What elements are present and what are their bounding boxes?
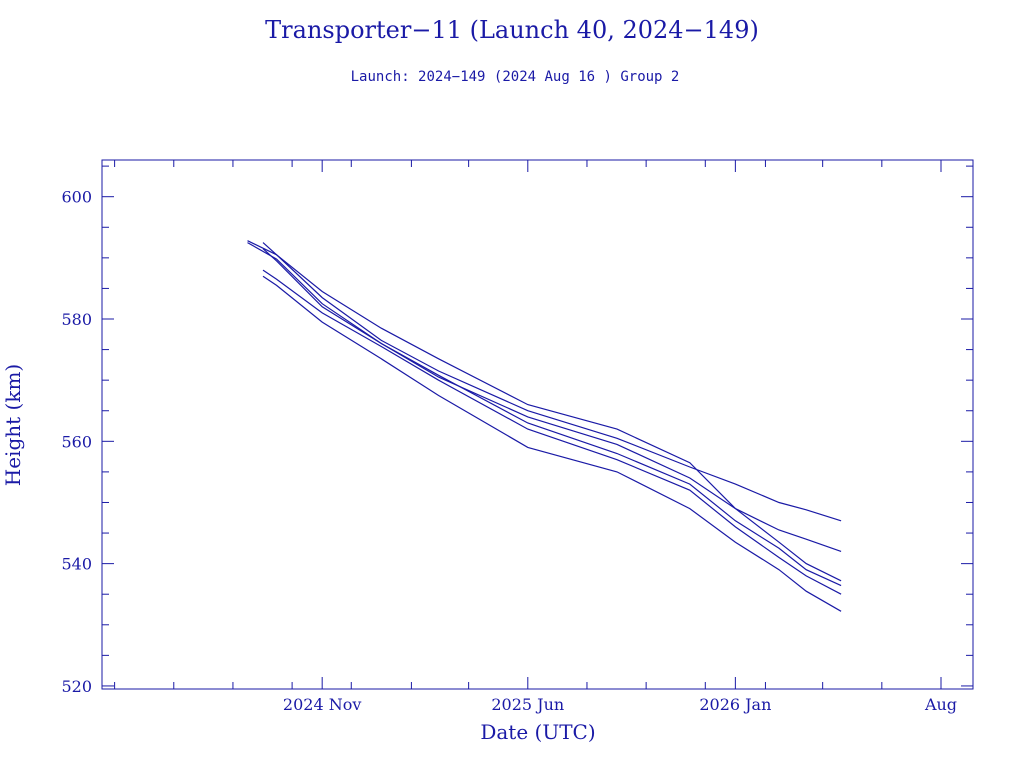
plot-area — [101, 159, 974, 690]
series-line-6 — [262, 275, 842, 612]
y-tick-label: 560 — [61, 432, 92, 451]
tick-labels: 520 540 560 580 600 2024 Nov 2025 Jun 2026 Jan A… — [61, 188, 957, 714]
y-tick-label: 520 — [61, 677, 92, 696]
series-line-2 — [247, 242, 842, 552]
y-axis-label: Height (km) — [1, 364, 25, 486]
x-tick-label: 2025 Jun — [491, 695, 564, 714]
series-line-1 — [247, 240, 842, 522]
y-tick-label: 580 — [61, 310, 92, 329]
axis-ticks — [102, 160, 973, 689]
y-tick-label: 540 — [61, 555, 92, 574]
chart-subtitle: Launch: 2024−149 (2024 Aug 16 ) Group 2 — [351, 69, 680, 85]
series-line-5 — [262, 269, 842, 595]
series-line-3 — [262, 242, 842, 582]
x-axis-label: Date (UTC) — [480, 720, 595, 744]
x-tick-label: 2026 Jan — [699, 695, 771, 714]
plot-frame — [101, 159, 974, 690]
series-line-4 — [262, 248, 842, 587]
x-tick-label: 2024 Nov — [283, 695, 361, 714]
x-tick-label: Aug — [924, 695, 957, 714]
chart-title: Transporter−11 (Launch 40, 2024−149) — [265, 16, 759, 44]
y-tick-label: 600 — [61, 188, 92, 207]
